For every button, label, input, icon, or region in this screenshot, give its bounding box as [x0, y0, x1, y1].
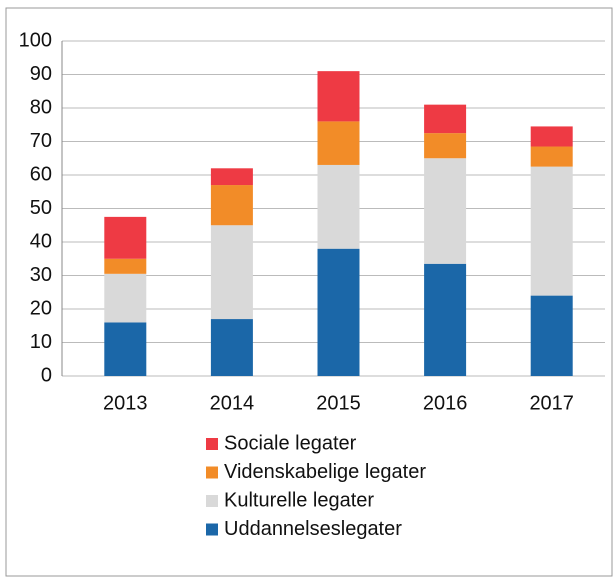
y-tick-label: 100: [19, 29, 52, 51]
x-tick-label: 2017: [529, 392, 574, 414]
y-tick-label: 10: [30, 331, 52, 353]
bar-segment: [317, 121, 360, 165]
y-tick-label: 20: [30, 297, 52, 319]
y-tick-label: 50: [30, 197, 52, 219]
legend-label: Uddannelseslegater: [224, 518, 402, 540]
legend-swatch: [206, 438, 218, 450]
y-tick-label: 40: [30, 230, 52, 252]
bar-segment: [104, 273, 147, 323]
bar-segment: [530, 126, 573, 147]
y-tick-label: 60: [30, 163, 52, 185]
bar-segment: [530, 166, 573, 296]
bar-segment: [104, 258, 147, 274]
y-tick-label: 30: [30, 264, 52, 286]
bar-segment: [210, 319, 253, 376]
y-tick-label: 0: [41, 364, 52, 386]
bar-segment: [424, 263, 467, 376]
bar-segment: [210, 168, 253, 186]
legend-swatch: [206, 523, 218, 536]
legend-label: Videnskabelige legater: [224, 461, 426, 483]
bar-segment: [317, 164, 360, 249]
bar-segment: [210, 185, 253, 226]
bar-segment: [530, 295, 573, 376]
bar-segment: [424, 133, 467, 159]
x-tick-label: 2015: [316, 392, 361, 414]
x-tick-label: 2016: [423, 392, 468, 414]
y-tick-label: 90: [30, 63, 52, 85]
bar-segment: [424, 104, 467, 134]
bar-segment: [104, 216, 147, 259]
legend-label: Sociale legater: [224, 432, 357, 454]
y-tick-label: 80: [30, 96, 52, 118]
x-tick-label: 2013: [103, 392, 148, 414]
y-tick-label: 70: [30, 130, 52, 152]
legend-label: Kulturelle legater: [224, 489, 374, 511]
bar-segment: [317, 71, 360, 122]
bar-segment: [530, 146, 573, 167]
x-tick-label: 2014: [210, 392, 255, 414]
bar-segment: [210, 225, 253, 320]
legend-swatch: [206, 466, 218, 479]
bar-segment: [424, 158, 467, 264]
bar-segment: [104, 322, 147, 376]
bar-segment: [317, 248, 360, 376]
legend-swatch: [206, 495, 218, 507]
